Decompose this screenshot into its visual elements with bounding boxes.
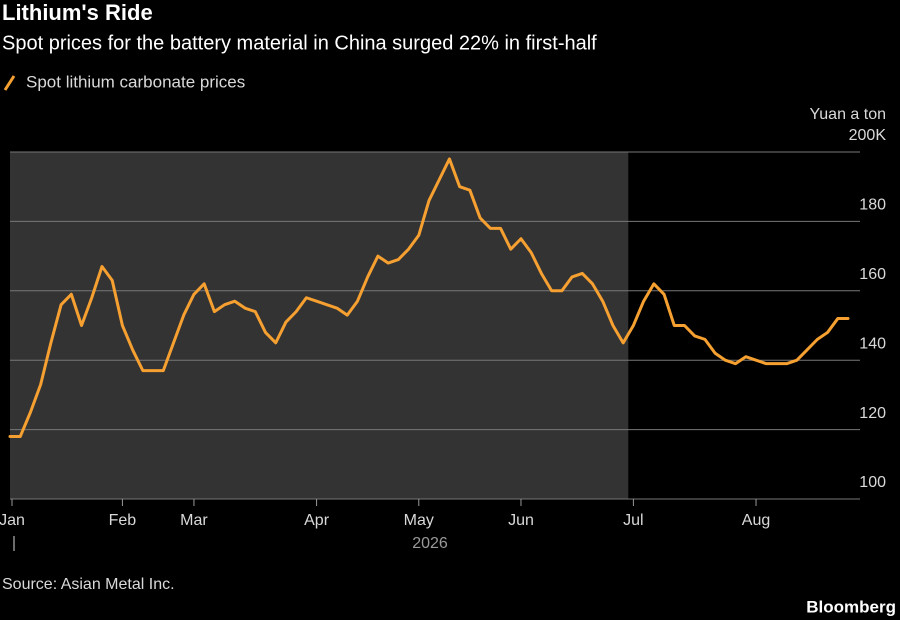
y-tick-label: 160 [859,266,886,283]
y-tick-label: 100 [859,474,886,491]
x-tick-label: Jul [623,512,643,529]
x-tick-label: Jun [508,512,534,529]
x-tick-label: Mar [180,512,208,529]
branding: Bloomberg [806,597,896,616]
chart-subtitle: Spot prices for the battery material in … [2,32,597,54]
y-tick-label: 140 [859,335,886,352]
x-tick-label: May [404,512,434,529]
source: Source: Asian Metal Inc. [2,576,175,593]
chart-title: Lithium's Ride [2,0,153,25]
x-tick-label: Jan [0,512,25,529]
y-tick-label: 120 [859,405,886,422]
x-axis-label: 2026 [412,535,448,552]
x-tick-label: Feb [109,512,137,529]
y-tick-label: 180 [859,197,886,214]
data-line [8,157,850,439]
x-tick-label: Apr [304,512,330,529]
x-tick-label: Aug [742,512,770,529]
shaded-period [10,152,629,499]
legend-label: Spot lithium carbonate prices [26,72,245,91]
legend-icon [3,75,16,91]
y-tick-label: 200K [849,127,887,144]
y-unit: Yuan a ton [809,106,886,123]
